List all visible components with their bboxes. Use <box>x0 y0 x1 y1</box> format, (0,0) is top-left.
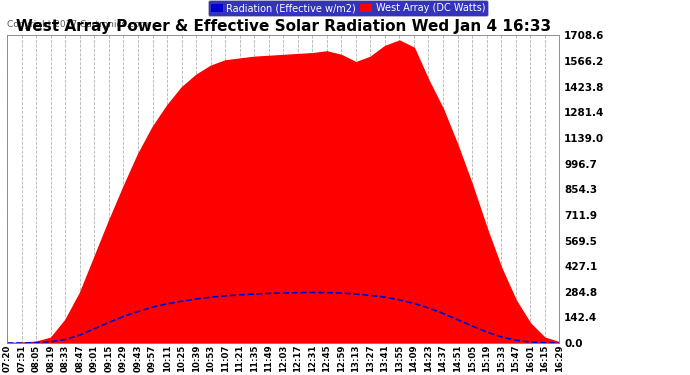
Legend: Radiation (Effective w/m2), West Array (DC Watts): Radiation (Effective w/m2), West Array (… <box>208 0 488 16</box>
Text: Copyright 2017 Cartronics.com: Copyright 2017 Cartronics.com <box>8 20 148 29</box>
Title: West Array Power & Effective Solar Radiation Wed Jan 4 16:33: West Array Power & Effective Solar Radia… <box>16 19 551 34</box>
